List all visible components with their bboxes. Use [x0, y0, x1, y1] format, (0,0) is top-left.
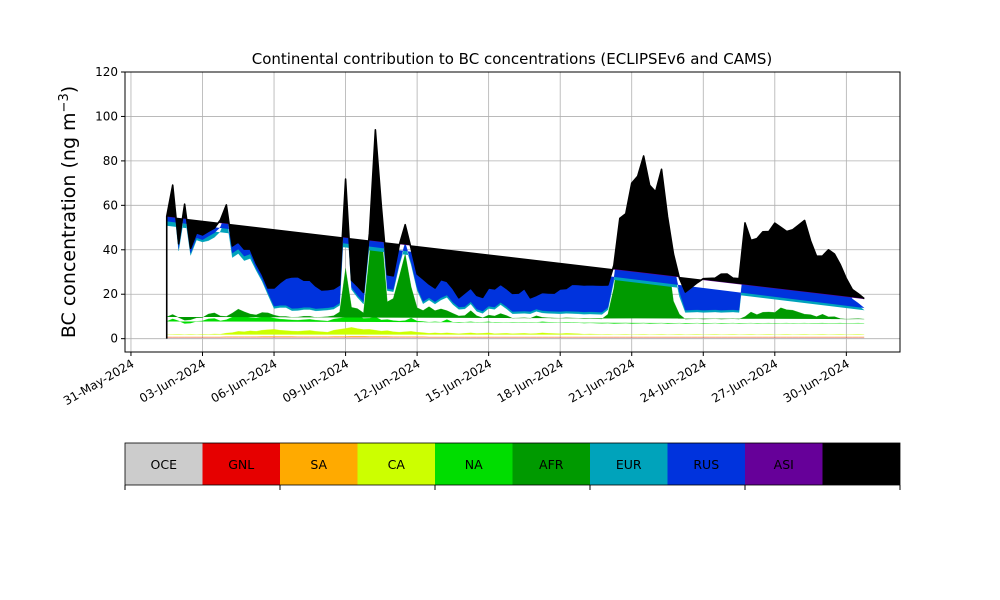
y-axis-label-close: )	[58, 86, 80, 93]
legend-label-eur: EUR	[616, 457, 642, 472]
y-tick-label: 120	[95, 65, 118, 79]
legend-label-ca: CA	[388, 457, 406, 472]
y-tick-label: 100	[95, 109, 118, 123]
legend-swatch-oce	[125, 443, 203, 485]
x-tick-label: 27-Jun-2024	[709, 356, 780, 405]
area-ca	[166, 327, 865, 335]
y-axis-label: BC concentration (ng m−3)	[57, 86, 80, 338]
legend-swatch-sa	[280, 443, 358, 485]
area-afr	[166, 161, 865, 321]
chart-title: Continental contribution to BC concentra…	[252, 50, 773, 68]
x-tick-label: 30-Jun-2024	[781, 356, 852, 405]
x-axis: 31-May-2024 03-Jun-2024 06-Jun-2024 09-Jun-…	[61, 352, 852, 408]
y-axis-label-sup: −3	[57, 93, 72, 112]
legend-swatch-na	[435, 443, 513, 485]
legend-label-gnl: GNL	[228, 457, 254, 472]
area-sa	[166, 336, 865, 338]
legend-label-oce: OCE	[151, 457, 178, 472]
legend-label-aus: AUS	[848, 457, 874, 472]
y-tick-label: 40	[103, 243, 118, 257]
legend-swatch-asi	[745, 443, 823, 485]
legend: OCE GNL SA CA NA AFR EUR RUS ASI AUS	[124, 442, 901, 490]
x-tick-label: 12-Jun-2024	[352, 356, 423, 405]
legend-label-asi: ASI	[774, 457, 794, 472]
legend-label-rus: RUS	[693, 457, 719, 472]
legend-swatch-rus	[667, 443, 745, 485]
y-tick-label: 60	[103, 198, 118, 212]
total-outline-line	[165, 128, 865, 339]
y-tick-label: 0	[110, 332, 118, 346]
plot-frame	[124, 71, 901, 353]
legend-swatch-afr	[512, 443, 590, 485]
legend-label-na: NA	[465, 457, 483, 472]
x-tick-label: 06-Jun-2024	[209, 356, 280, 405]
x-tick-label: 31-May-2024	[61, 356, 136, 408]
legend-label-sa: SA	[310, 457, 327, 472]
legend-swatch-eur	[590, 443, 668, 485]
x-tick-label: 21-Jun-2024	[566, 356, 637, 405]
legend-frame	[124, 442, 901, 486]
x-tick-label: 09-Jun-2024	[280, 356, 351, 405]
area-aus	[166, 129, 865, 299]
x-tick-label: 03-Jun-2024	[137, 356, 208, 405]
y-tick-label: 20	[103, 287, 118, 301]
legend-label-afr: AFR	[539, 457, 564, 472]
legend-swatch-gnl	[202, 443, 280, 485]
y-axis: 0 20 40 60 80 100 120	[95, 65, 125, 346]
total-outline	[165, 128, 865, 339]
legend-swatch-aus	[822, 443, 900, 485]
area-na	[166, 313, 865, 324]
x-tick-label: 15-Jun-2024	[423, 356, 494, 405]
y-axis-label-main: BC concentration (ng m	[58, 112, 80, 338]
legend-swatch-ca	[357, 443, 435, 485]
x-tick-label: 18-Jun-2024	[495, 356, 566, 405]
x-tick-label: 24-Jun-2024	[638, 356, 709, 405]
y-tick-label: 80	[103, 154, 118, 168]
